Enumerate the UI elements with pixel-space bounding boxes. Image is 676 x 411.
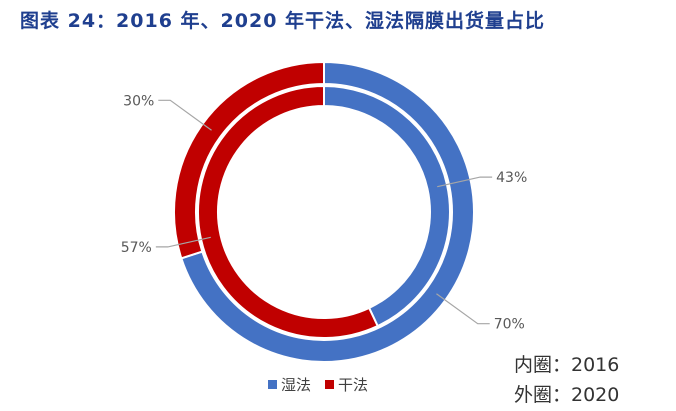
inner-ring-note: 内圈：2016 [514, 354, 620, 376]
data-label-outer-dry: 30% [123, 93, 154, 109]
slice-outer-dry [173, 60, 325, 260]
outer-ring-note: 外圈：2020 [514, 384, 620, 406]
legend-label-wet: 湿法 [281, 376, 312, 394]
chart-title: 图表 24：2016 年、2020 年干法、湿法隔膜出货量占比 [20, 10, 546, 32]
legend-swatch-dry [325, 380, 335, 389]
leader-line-inner-wet [437, 176, 493, 188]
data-label-inner-wet: 43% [496, 170, 527, 186]
leader-line-outer-wet [436, 293, 490, 325]
legend-label-dry: 干法 [338, 376, 369, 394]
leader-line-outer-dry [158, 99, 212, 131]
leader-line-inner-dry [155, 236, 211, 248]
legend-item-dry: 干法 [325, 374, 368, 395]
slice-outer-wet [180, 60, 475, 363]
data-label-inner-dry: 57% [121, 240, 152, 256]
slice-inner-dry [197, 84, 379, 339]
data-label-outer-wet: 70% [494, 317, 525, 333]
legend-swatch-wet [268, 380, 277, 389]
legend: 湿法 干法 [268, 374, 368, 395]
legend-item-wet: 湿法 [268, 374, 311, 395]
